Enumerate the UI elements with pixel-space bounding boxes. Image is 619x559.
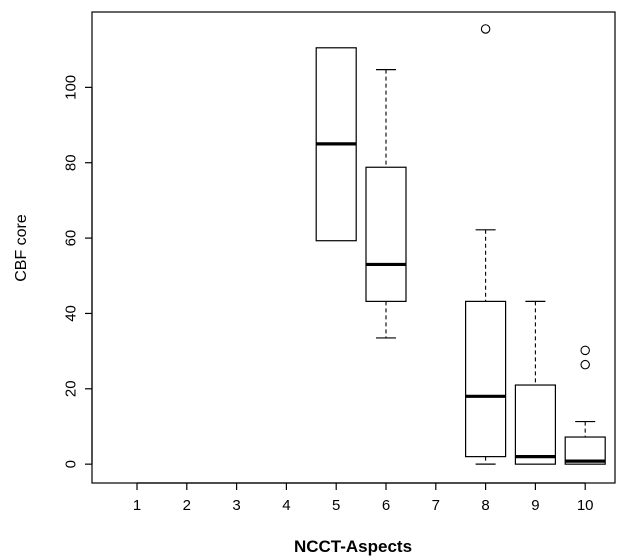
x-tick-label-5: 5 xyxy=(332,497,340,514)
boxes xyxy=(315,24,606,465)
box-rect-8 xyxy=(465,300,507,458)
y-tick-label-60: 60 xyxy=(62,230,79,247)
y-tick-label-100: 100 xyxy=(62,75,79,100)
box-6 xyxy=(365,69,407,339)
x-tick-label-3: 3 xyxy=(232,497,240,514)
x-tick-label-6: 6 xyxy=(382,497,390,514)
x-tick-label-1: 1 xyxy=(133,497,141,514)
x-tick-label-8: 8 xyxy=(481,497,489,514)
box-9 xyxy=(514,300,557,465)
box-rect-9 xyxy=(514,384,557,465)
box-8 xyxy=(465,24,507,465)
x-tick-label-9: 9 xyxy=(531,497,539,514)
y-tick-label-80: 80 xyxy=(62,154,79,171)
y-tick-label-0: 0 xyxy=(62,460,79,468)
y-axis-title: CBF core xyxy=(13,214,30,282)
box-5 xyxy=(315,47,357,242)
outlier-10-0 xyxy=(580,359,590,370)
x-tick-label-7: 7 xyxy=(432,497,440,514)
x-axis-title: NCCT-Aspects xyxy=(294,537,412,556)
y-tick-label-20: 20 xyxy=(62,380,79,397)
x-axis: 1 2 3 4 5 6 7 8 9 10 xyxy=(133,482,594,514)
plot-frame xyxy=(91,11,616,484)
box-rect-6 xyxy=(365,166,407,302)
x-tick-label-4: 4 xyxy=(282,497,290,514)
outlier-10-1 xyxy=(580,345,590,356)
box-rect-10 xyxy=(564,436,606,465)
y-axis: 0 20 40 60 80 100 xyxy=(62,75,93,468)
outlier-8-0 xyxy=(480,24,491,34)
box-10 xyxy=(564,345,606,465)
x-tick-label-2: 2 xyxy=(183,497,191,514)
y-tick-label-40: 40 xyxy=(62,305,79,322)
x-tick-label-10: 10 xyxy=(577,497,594,514)
